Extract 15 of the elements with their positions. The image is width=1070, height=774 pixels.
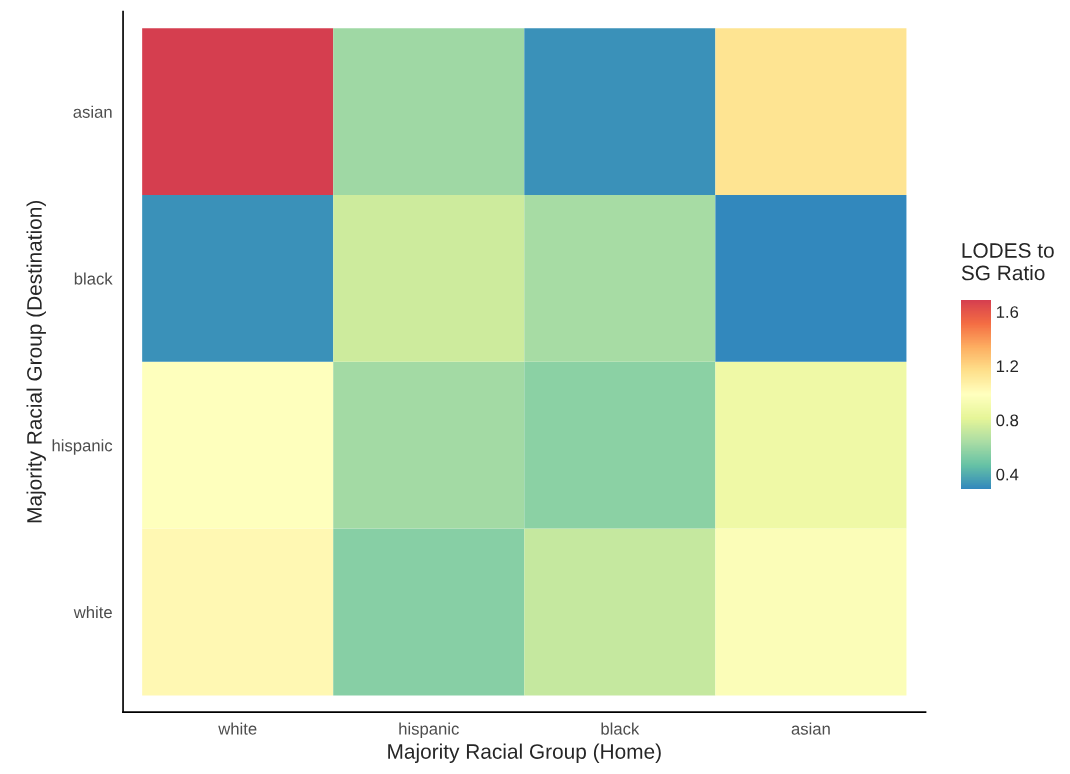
y-tick-label: white [73, 605, 112, 619]
y-tick-label: hispanic [52, 439, 113, 455]
x-tick-label: white [218, 722, 257, 735]
color-bar-label: 0.4 [996, 468, 1019, 481]
x-tick-label: black [601, 722, 640, 735]
x-tick-label: hispanic [399, 722, 459, 739]
color-bar-title: LODES to SG Ratio [961, 243, 1054, 281]
y-tick-label: asian [73, 105, 112, 118]
color-bar-label: 1.2 [996, 360, 1019, 372]
x-tick-label: asian [791, 722, 830, 735]
y-axis-title: Majority Racial Group (Destination) [26, 201, 46, 523]
x-axis-title: Majority Racial Group (Home) [388, 743, 661, 764]
y-tick-label: black [74, 272, 113, 285]
color-bar-label: 1.6 [996, 306, 1019, 318]
color-bar-label: 0.8 [996, 414, 1019, 427]
